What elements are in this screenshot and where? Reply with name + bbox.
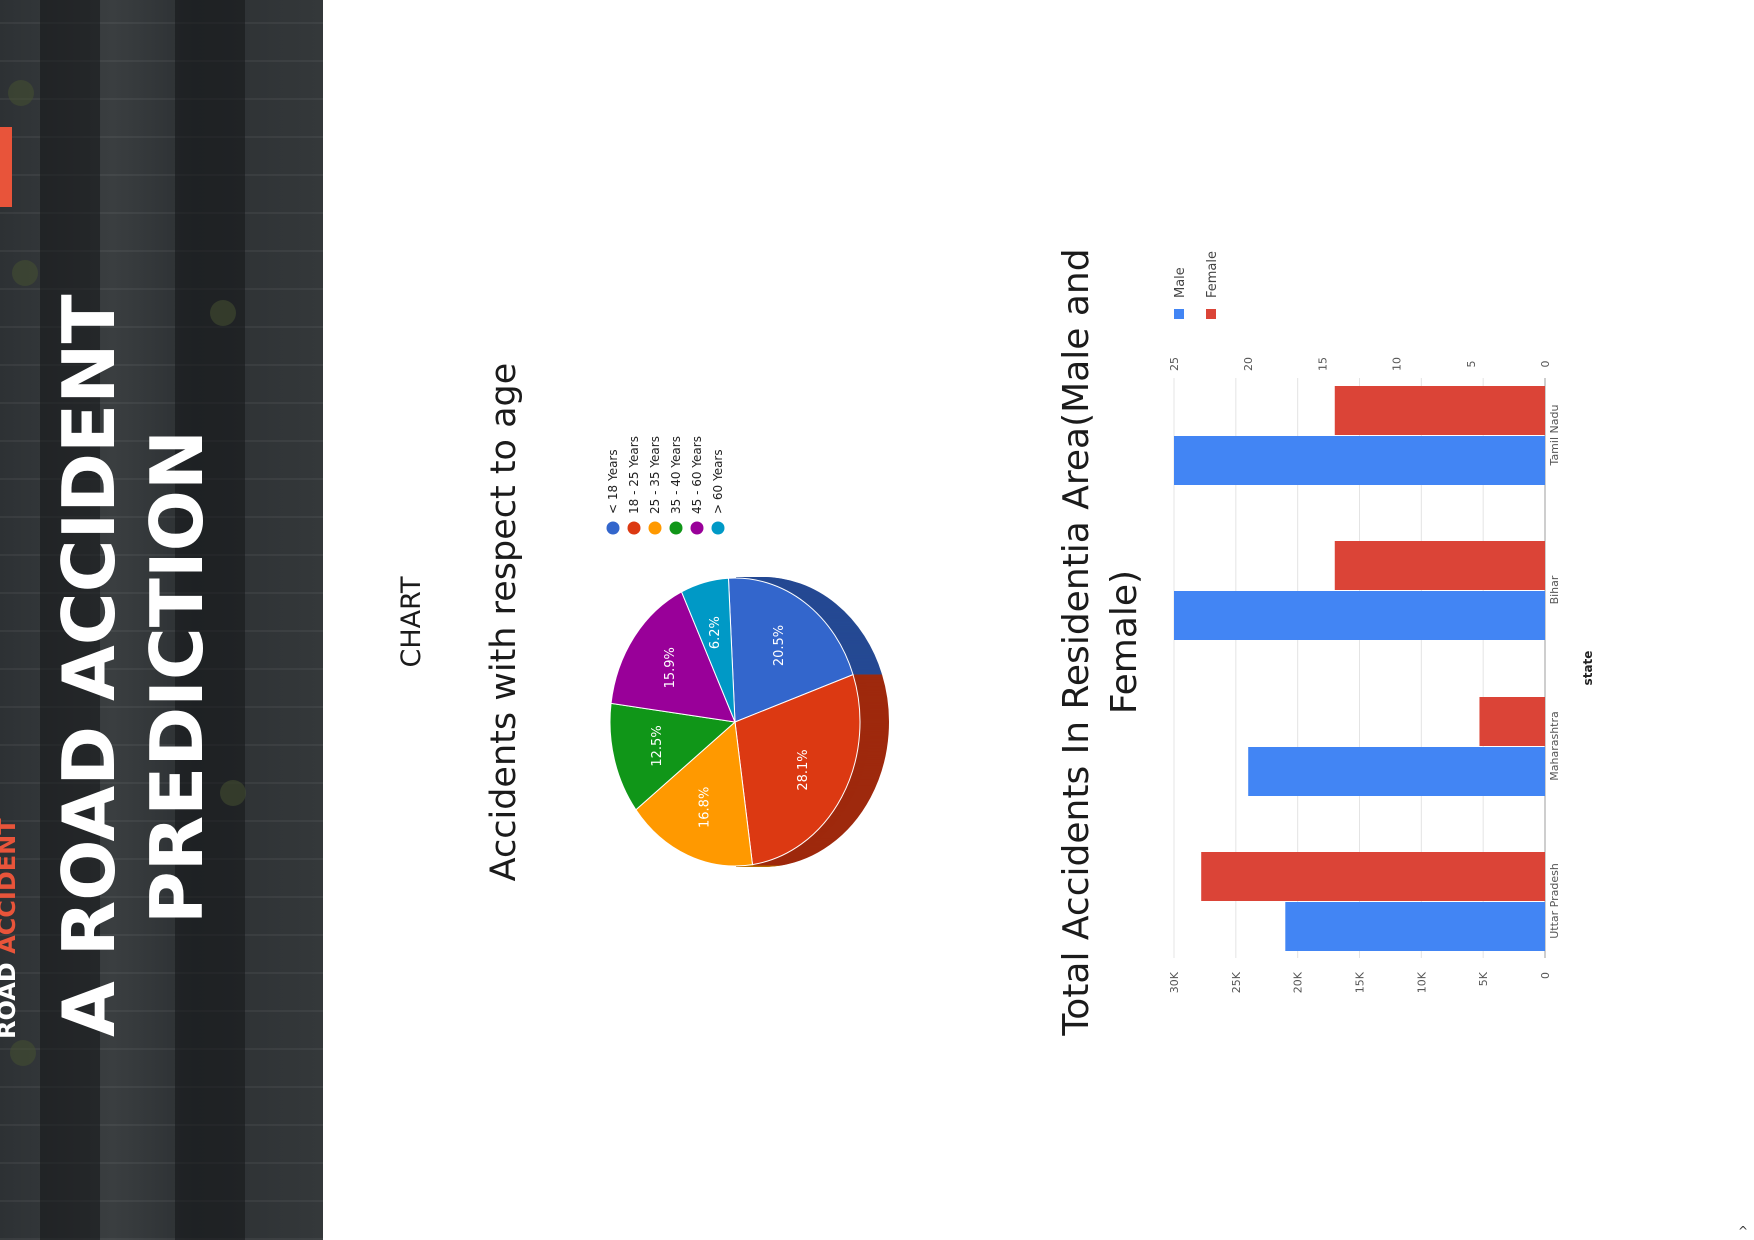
legend-label: 18 - 25 Years [627,436,641,514]
pie-slice-label: 12.5% [650,725,665,766]
pie-chart-title: Accidents with respect to age [484,362,524,882]
tree-shape [220,780,246,806]
axis-title: state [1581,651,1595,686]
pie-slice-label: 28.1% [796,749,811,790]
tree-shape [10,1040,36,1066]
legend-marker [711,521,725,535]
axis-tick-label: 5K [1477,971,1490,986]
axis-tick-label: 10 [1391,357,1404,371]
legend-marker [690,521,704,535]
pie-slice [635,720,754,867]
section-label: CHART [396,576,427,668]
axis-tick-label: 0 [1539,972,1552,979]
axis-tick-label: 15K [1354,971,1367,993]
road-strip [175,0,245,1240]
tree-shape [12,260,38,286]
bar-male [1174,436,1545,485]
axis-tick-label: 25 [1168,357,1181,371]
bar-chart-title: Total Accidents In Residentia Area(Male … [1056,248,1145,1036]
bar-female [1201,852,1545,901]
axis-tick-label: 25K [1230,971,1243,993]
axis-tick-label: 20K [1292,971,1305,993]
brand-prefix: ROAD [0,962,21,1039]
legend-label: > 60 Years [711,449,725,514]
legend-label: Female [1205,251,1220,298]
legend-label: < 18 Years [606,449,620,514]
axis-tick-label: 5 [1465,361,1478,368]
legend-marker [669,521,683,535]
category-label: Bihar [1548,575,1561,604]
axis-tick-label: 30K [1168,971,1181,993]
legend-marker [1174,309,1184,319]
pie-slice-label: 20.5% [772,625,787,666]
axis-tick-label: 20 [1242,357,1255,371]
bar-female [1334,541,1545,590]
category-label: Maharashtra [1548,711,1561,781]
category-label: Tamil Nadu [1548,405,1561,467]
hero-title-line2: PREDICTION [135,429,219,925]
bar-male [1248,747,1545,796]
brand-logo: ROAD ACCIDENT [0,818,21,1039]
pie-side [735,577,889,867]
legend-label: Male [1173,267,1188,298]
axis-tick-label: 15 [1316,357,1329,371]
road-strip [40,0,100,1240]
pie-slice [734,673,861,866]
tree-shape [210,300,236,326]
caret-up-icon[interactable]: ^ [1737,1224,1748,1238]
pie-slice [727,577,854,723]
legend-marker [648,521,662,535]
pie-slice [610,591,736,723]
pie-slice [680,577,736,723]
legend-label: 25 - 35 Years [648,436,662,514]
hero-banner: A ROAD ACCIDENT PREDICTION ROAD ACCIDENT [0,0,323,1240]
bar-male [1174,591,1545,640]
legend-label: 35 - 40 Years [669,436,683,514]
axis-tick-label: 0 [1539,361,1552,368]
tree-shape [8,80,34,106]
legend-marker [1206,309,1216,319]
pie-slice [609,702,737,811]
category-label: Uttar Pradesh [1548,863,1561,939]
bar-male [1285,902,1545,951]
axis-tick-label: 10K [1415,971,1428,993]
bar-female [1479,697,1545,746]
pie-slice-label: 6.2% [708,616,723,649]
brand-highlight: ACCIDENT [0,818,21,954]
pie-slice-label: 15.9% [663,647,678,688]
accent-bar [0,127,12,207]
pie-slice-label: 16.8% [697,787,712,828]
legend-marker [627,521,641,535]
legend-label: 45 - 60 Years [690,436,704,514]
hero-title: A ROAD ACCIDENT PREDICTION [45,294,275,1037]
legend-marker [606,521,620,535]
hero-title-line1: A ROAD ACCIDENT [47,294,131,1037]
bar-female [1334,386,1545,435]
